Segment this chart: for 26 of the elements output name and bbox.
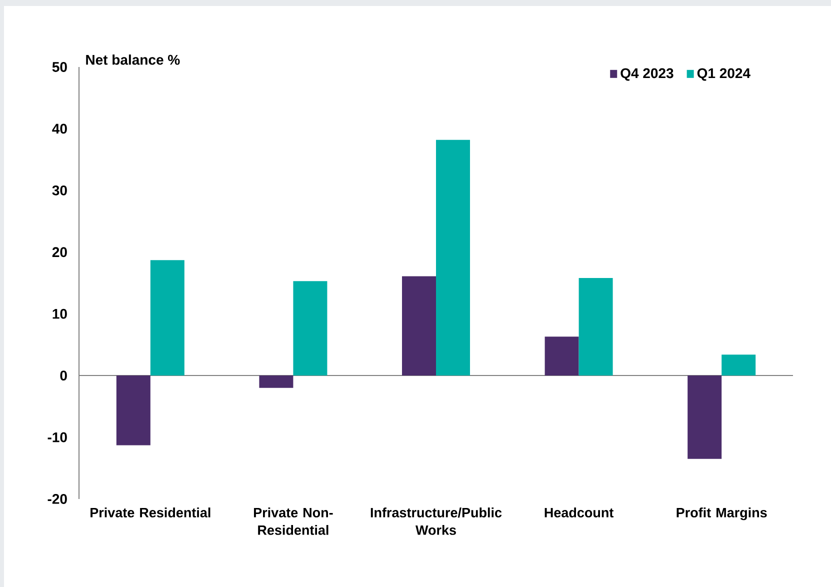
y-tick-label: 20	[52, 247, 67, 258]
legend-label: Q1 2024	[697, 68, 750, 81]
bar	[293, 281, 328, 376]
bar	[544, 336, 579, 376]
bar	[436, 140, 470, 376]
x-tick-label: Profit Margins	[676, 508, 767, 520]
x-tick-label: Infrastructure/Public Works	[370, 508, 502, 535]
x-tick-label: Headcount	[544, 508, 614, 518]
x-tick-label: Private Residential	[90, 508, 210, 518]
x-tick-label: Private Non-Residential	[254, 508, 333, 535]
bar	[116, 376, 150, 446]
y-axis-title: Net balance %	[86, 54, 180, 65]
bar	[722, 354, 756, 376]
legend-label: Q4 2023	[620, 68, 674, 81]
bar	[688, 376, 722, 459]
y-tick-label: 50	[52, 62, 67, 72]
y-tick-label: 10	[52, 308, 67, 319]
y-tick-label: 30	[52, 185, 67, 196]
y-tick-label: 40	[52, 124, 67, 134]
y-tick-label: -20	[48, 494, 67, 504]
y-tick-label: 0	[60, 370, 67, 381]
bar	[150, 260, 184, 376]
bar	[259, 376, 294, 388]
bar	[402, 276, 436, 376]
y-tick-label: -10	[48, 432, 67, 442]
bar	[578, 278, 613, 376]
